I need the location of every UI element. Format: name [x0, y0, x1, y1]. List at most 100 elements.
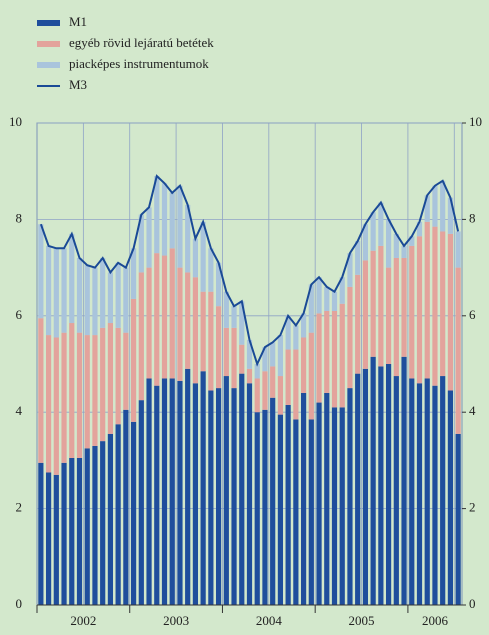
- bar-segment: [424, 378, 430, 605]
- y2-tick-label: 8: [469, 210, 476, 225]
- bar-segment: [154, 253, 160, 386]
- bar-segment: [270, 366, 276, 398]
- bar-segment: [424, 221, 430, 379]
- bar-segment: [154, 176, 160, 254]
- bar-segment: [115, 424, 121, 605]
- bar-segment: [223, 327, 229, 377]
- bar-segment: [76, 457, 83, 605]
- bar-segment: [440, 231, 446, 377]
- bar-segment: [455, 267, 461, 434]
- bar-segment: [115, 327, 121, 425]
- bar-segment: [331, 291, 338, 311]
- bar-segment: [130, 248, 137, 299]
- bar-segment: [316, 277, 322, 314]
- bar-segment: [107, 433, 114, 605]
- bar-segment: [362, 368, 369, 605]
- bar-segment: [246, 339, 253, 369]
- bar-segment: [192, 277, 199, 384]
- bar-segment: [169, 192, 175, 249]
- bar-segment: [401, 356, 407, 605]
- legend-swatch: [37, 62, 60, 68]
- bar-segment: [239, 373, 245, 605]
- bar-segment: [409, 245, 415, 379]
- bar-segment: [208, 390, 214, 605]
- bar-segment: [262, 347, 268, 372]
- legend-label: M1: [69, 14, 87, 29]
- bar-segment: [177, 380, 183, 605]
- bar-segment: [432, 226, 438, 386]
- y-tick-label: 8: [16, 210, 23, 225]
- legend-swatch: [37, 20, 60, 26]
- bar-segment: [331, 310, 338, 408]
- bar-segment: [200, 291, 206, 372]
- bar-segment: [362, 260, 369, 369]
- bar-segment: [401, 245, 407, 258]
- bar-segment: [246, 368, 253, 384]
- bar-segment: [262, 409, 268, 605]
- bar-segment: [146, 207, 152, 268]
- bar-segment: [285, 315, 291, 350]
- bar-segment: [53, 474, 59, 605]
- y-tick-label: 6: [16, 307, 23, 322]
- bar-segment: [355, 373, 361, 605]
- bar-segment: [169, 248, 175, 379]
- y-tick-label: 2: [16, 500, 23, 515]
- bar-segment: [107, 272, 114, 324]
- bar-segment: [324, 286, 330, 311]
- bar-segment: [100, 257, 106, 328]
- bar-segment: [45, 472, 52, 605]
- bar-segment: [146, 378, 152, 605]
- bar-segment: [138, 214, 144, 273]
- bar-segment: [76, 257, 83, 333]
- bar-segment: [285, 349, 291, 405]
- bar-segment: [378, 366, 384, 605]
- bar-segment: [61, 248, 67, 333]
- bar-segment: [185, 204, 191, 273]
- bar-segment: [409, 378, 415, 605]
- bar-segment: [262, 371, 268, 410]
- bar-segment: [231, 327, 237, 389]
- bar-segment: [177, 267, 183, 381]
- bar-segment: [192, 383, 199, 605]
- bar-segment: [447, 233, 454, 391]
- bar-segment: [185, 272, 191, 369]
- bar-segment: [401, 257, 407, 357]
- bar-segment: [355, 241, 361, 275]
- bar-segment: [416, 383, 423, 605]
- bar-segment: [185, 368, 191, 605]
- bar-segment: [370, 250, 376, 357]
- bar-segment: [277, 414, 284, 605]
- x-tick-label: 2004: [256, 613, 283, 628]
- legend-label: egyéb rövid lejáratú betétek: [69, 35, 214, 50]
- bar-segment: [347, 253, 353, 287]
- bar-segment: [123, 332, 129, 410]
- bar-segment: [38, 224, 44, 319]
- bar-segment: [277, 376, 284, 415]
- bar-segment: [378, 202, 384, 246]
- bar-segment: [246, 383, 253, 605]
- x-tick-label: 2003: [163, 613, 189, 628]
- y-tick-label: 0: [16, 596, 23, 611]
- bar-segment: [215, 388, 222, 605]
- y-tick-label: 4: [16, 403, 23, 418]
- bar-segment: [53, 248, 59, 338]
- bar-segment: [69, 323, 75, 458]
- bar-segment: [339, 303, 345, 408]
- bar-segment: [61, 332, 67, 463]
- bar-segment: [100, 327, 106, 442]
- bar-segment: [107, 323, 114, 434]
- bar-segment: [161, 255, 168, 379]
- bar-segment: [316, 402, 322, 605]
- bar-segment: [300, 337, 307, 393]
- bar-segment: [223, 291, 229, 328]
- y2-tick-label: 0: [469, 596, 476, 611]
- bar-segment: [146, 267, 152, 379]
- bar-segment: [393, 233, 399, 258]
- line-series: [39, 174, 460, 367]
- bar-segment: [308, 332, 314, 420]
- bar-segment: [285, 404, 291, 605]
- bar-segment: [84, 448, 90, 605]
- bar-segment: [455, 433, 461, 605]
- bar-segment: [393, 257, 399, 377]
- bar-segment: [440, 180, 446, 232]
